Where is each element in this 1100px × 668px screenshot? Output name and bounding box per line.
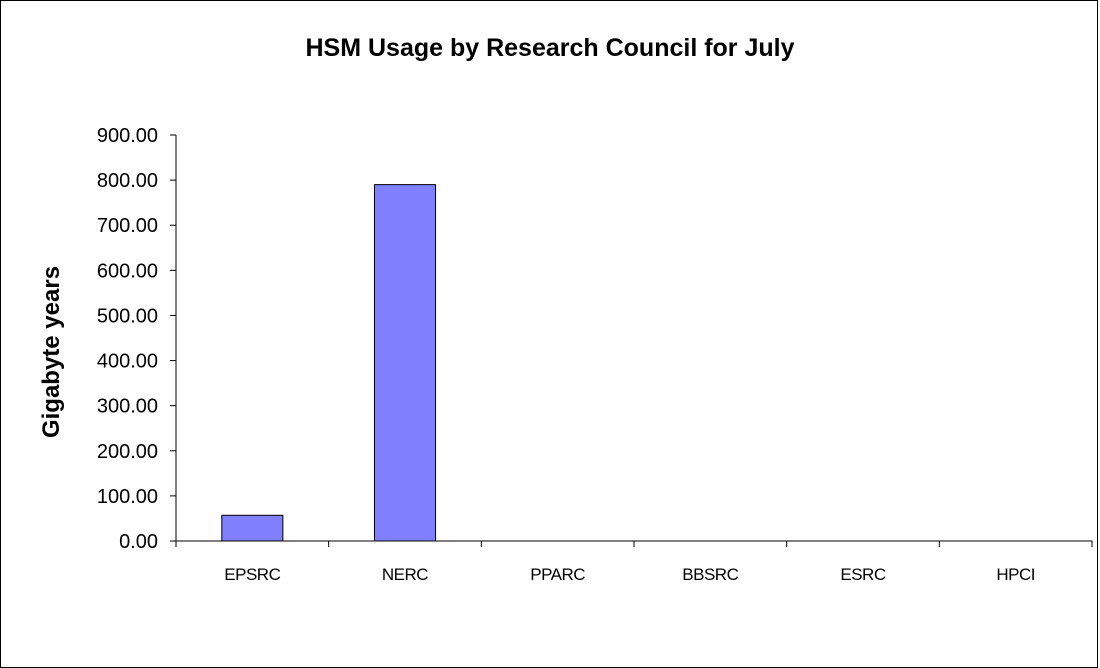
y-tick-label: 800.00 <box>97 170 158 192</box>
y-tick-label: 500.00 <box>97 305 158 327</box>
x-category-label: BBSRC <box>682 565 738 584</box>
y-tick-label: 100.00 <box>97 486 158 508</box>
bar-nerc <box>373 184 437 542</box>
chart-title: HSM Usage by Research Council for July <box>305 34 795 62</box>
y-tick-label: 700.00 <box>97 215 158 237</box>
x-category-label: NERC <box>382 565 428 584</box>
y-tick-label: 300.00 <box>97 396 158 418</box>
bar-epsrc <box>221 514 284 542</box>
x-category-label: PPARC <box>530 565 585 584</box>
x-category-label: HPCI <box>996 565 1035 584</box>
y-tick-label: 0.00 <box>119 531 158 553</box>
x-category-label: ESRC <box>840 565 885 584</box>
y-tick-label: 200.00 <box>97 441 158 463</box>
y-tick-label: 400.00 <box>97 351 158 373</box>
y-tick-label: 900.00 <box>97 125 158 147</box>
x-category-label: EPSRC <box>224 565 280 584</box>
y-tick-label: 600.00 <box>97 260 158 282</box>
